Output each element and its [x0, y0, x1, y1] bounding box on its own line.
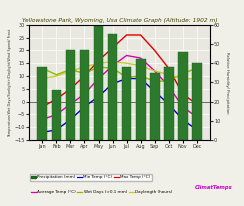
Y-axis label: Relative Humidity/ Precipitation: Relative Humidity/ Precipitation	[224, 52, 229, 113]
Bar	[51, 90, 61, 140]
Bar	[94, 9, 103, 140]
Title: Yellowstone Park, Wyoming, Usa Climate Graph (Altitude: 1902 m): Yellowstone Park, Wyoming, Usa Climate G…	[22, 18, 217, 23]
Bar	[164, 67, 173, 140]
Legend: Average Temp (°C), Wet Days (>0.1 mm), Daylength (hours): Average Temp (°C), Wet Days (>0.1 mm), D…	[30, 189, 174, 196]
Bar	[66, 50, 75, 140]
Bar	[178, 52, 188, 140]
Bar	[150, 73, 160, 140]
Bar	[80, 50, 89, 140]
Bar	[192, 63, 202, 140]
Bar	[108, 34, 117, 140]
Bar	[136, 59, 145, 140]
Bar	[38, 67, 47, 140]
Y-axis label: Temperature/Wet Days/Sunlight+/Daylight/Wind Speed/ Frost: Temperature/Wet Days/Sunlight+/Daylight/…	[8, 28, 12, 137]
Text: ClimatTemps: ClimatTemps	[195, 185, 233, 190]
Bar	[122, 67, 132, 140]
